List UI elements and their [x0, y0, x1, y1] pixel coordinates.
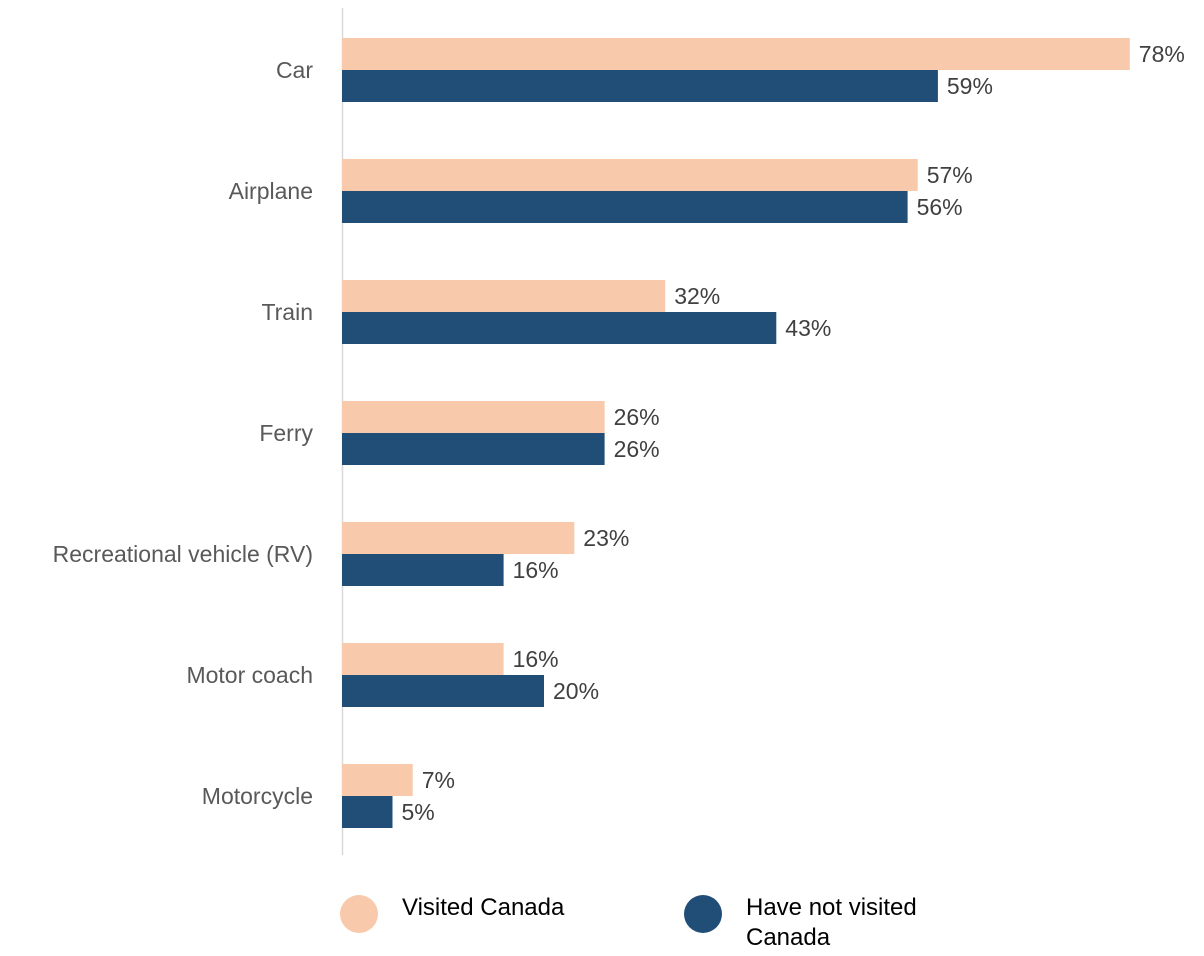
bar-car-series-1: [342, 70, 938, 102]
value-label-recreational-vehicle-rv-series-1: 16%: [513, 557, 559, 583]
bar-motor-coach-series-0: [342, 643, 504, 675]
category-label-motorcycle: Motorcycle: [202, 783, 313, 809]
value-label-ferry-series-0: 26%: [614, 404, 660, 430]
value-label-motorcycle-series-0: 7%: [422, 767, 455, 793]
bar-motorcycle-series-0: [342, 764, 413, 796]
value-label-airplane-series-0: 57%: [927, 162, 973, 188]
category-label-car: Car: [276, 57, 313, 83]
category-label-train: Train: [261, 299, 313, 325]
bar-train-series-0: [342, 280, 666, 312]
value-label-ferry-series-1: 26%: [614, 436, 660, 462]
bar-group: Car 78% 59% Airplane 57% 56% Train 32% 43% Ferry 2…: [53, 38, 1185, 828]
bar-train-series-1: [342, 312, 777, 344]
legend-label-visited: Visited Canada: [402, 894, 565, 921]
bar-recreational-vehicle-rv-series-0: [342, 522, 575, 554]
bar-chart: Car 78% 59% Airplane 57% 56% Train 32% 43% Ferry 2…: [53, 8, 1185, 855]
value-label-motorcycle-series-1: 5%: [402, 799, 435, 825]
category-label-motor-coach: Motor coach: [186, 662, 313, 688]
legend-item-visited: Visited Canada: [340, 893, 602, 933]
bar-car-series-0: [342, 38, 1130, 70]
bar-airplane-series-1: [342, 191, 908, 223]
value-label-train-series-0: 32%: [674, 283, 720, 309]
legend-item-not-visited: Have not visited Canada: [684, 893, 946, 953]
value-label-car-series-1: 59%: [947, 73, 993, 99]
bar-ferry-series-1: [342, 433, 605, 465]
value-label-motor-coach-series-1: 20%: [553, 678, 599, 704]
value-label-recreational-vehicle-rv-series-0: 23%: [583, 525, 629, 551]
legend-label-not-visited: Have not visited Canada: [746, 894, 917, 951]
bar-motor-coach-series-1: [342, 675, 544, 707]
bar-motorcycle-series-1: [342, 796, 393, 828]
bar-recreational-vehicle-rv-series-1: [342, 554, 504, 586]
value-label-motor-coach-series-0: 16%: [513, 646, 559, 672]
value-label-airplane-series-1: 56%: [917, 194, 963, 220]
bar-airplane-series-0: [342, 159, 918, 191]
legend-swatch-visited: [340, 895, 378, 933]
value-label-train-series-1: 43%: [785, 315, 831, 341]
legend: Visited Canada Have not visited Canada: [0, 893, 1204, 956]
legend-swatch-not-visited: [684, 895, 722, 933]
bar-ferry-series-0: [342, 401, 605, 433]
category-label-recreational-vehicle-rv: Recreational vehicle (RV): [53, 541, 313, 567]
category-label-ferry: Ferry: [259, 420, 313, 446]
value-label-car-series-0: 78%: [1139, 41, 1185, 67]
category-label-airplane: Airplane: [229, 178, 313, 204]
